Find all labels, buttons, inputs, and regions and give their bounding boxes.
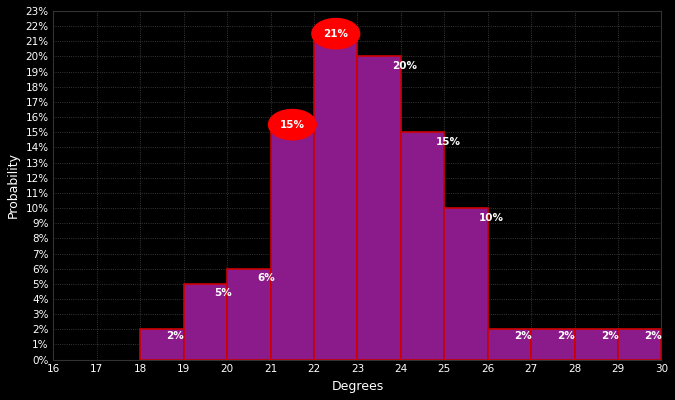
Bar [531, 329, 574, 360]
Bar [401, 132, 444, 360]
Text: 20%: 20% [392, 61, 417, 71]
Ellipse shape [269, 110, 316, 140]
Bar [140, 329, 184, 360]
Text: 15%: 15% [280, 120, 305, 130]
Bar [227, 269, 271, 360]
Bar [444, 208, 488, 360]
Text: 2%: 2% [167, 331, 184, 341]
Text: 2%: 2% [601, 331, 618, 341]
Ellipse shape [312, 18, 360, 49]
Text: 5%: 5% [214, 288, 232, 298]
Text: 6%: 6% [258, 273, 275, 283]
Text: 10%: 10% [479, 212, 504, 222]
Bar [358, 56, 401, 360]
Bar [574, 329, 618, 360]
Text: 21%: 21% [323, 29, 348, 39]
Text: 2%: 2% [558, 331, 575, 341]
Bar [488, 329, 531, 360]
Y-axis label: Probability: Probability [7, 152, 20, 218]
Bar [618, 329, 662, 360]
Bar [184, 284, 227, 360]
Bar [271, 132, 314, 360]
X-axis label: Degrees: Degrees [331, 380, 383, 393]
Text: 2%: 2% [644, 331, 662, 341]
Text: 15%: 15% [435, 137, 460, 147]
Text: 2%: 2% [514, 331, 532, 341]
Bar [314, 41, 358, 360]
